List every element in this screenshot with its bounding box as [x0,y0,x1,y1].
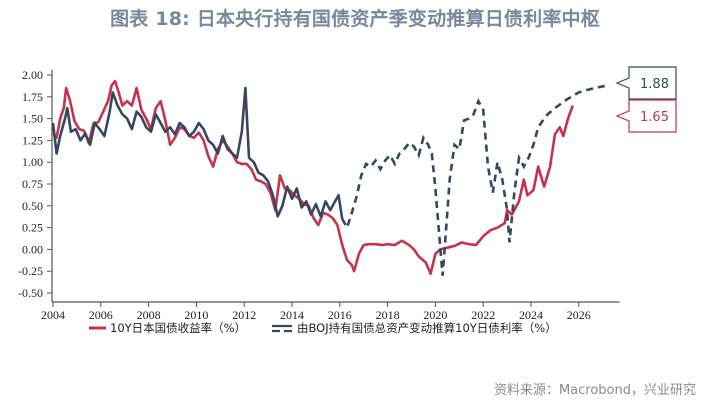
chart-title: 图表 18: 日本央行持有国债资产季变动推算日债利率中枢 [110,8,600,30]
y-tick-label: 1.50 [22,112,43,126]
y-tick-label: 0.25 [22,221,43,235]
x-tick-label: 2022 [471,308,495,322]
x-tick-label: 2018 [376,308,400,322]
x-tick-label: 2012 [232,308,256,322]
x-tick-label: 2026 [567,308,591,322]
y-tick-label: 1.25 [22,133,43,147]
y-tick-label: 0.00 [22,242,43,256]
legend-label-boj-implied: 由BOJ持有国债总资产变动推算10Y日债利率（%） [297,321,557,335]
x-tick-label: 2008 [137,308,161,322]
callout-boj-implied-label: 1.88 [640,77,669,92]
series-boj-implied-solid [51,86,344,220]
y-tick-label: 0.75 [22,177,43,191]
chart-series [51,79,611,276]
y-tick-label: -0.25 [18,264,43,278]
y-tick-label: -0.50 [18,286,43,300]
chart-axes: 2.00 1.75 1.50 1.25 1.00 0.75 0.50 0.25 0.00 -0.2… [18,68,620,322]
x-tick-label: 2024 [519,308,543,322]
x-tick-label: 2010 [184,308,208,322]
x-tick-label: 2014 [280,308,304,322]
x-tick-label: 2006 [89,308,113,322]
series-boj-implied-dashed [341,84,611,276]
x-tick-label: 2016 [328,308,352,322]
last-value-callouts: 1.88 1.65 [615,66,677,133]
y-tick-label: 1.00 [22,155,43,169]
legend-label-10y-jgb: 10Y日本国债收益率（%） [110,321,246,335]
y-tick-label: 0.50 [22,199,43,213]
y-tick-label: 2.00 [22,68,43,82]
callout-10y-jgb-label: 1.65 [640,110,669,125]
callout-boj-implied-box [615,66,677,100]
source-note: 资料来源：Macrobond，兴业研究 [493,383,696,398]
x-tick-label: 2004 [41,308,65,322]
y-tick-label: 1.75 [22,90,43,104]
chart-legend: 10Y日本国债收益率（%） 由BOJ持有国债总资产变动推算10Y日债利率（%） [89,321,557,335]
x-tick-label: 2020 [423,308,447,322]
callout-10y-jgb-box [615,99,677,133]
